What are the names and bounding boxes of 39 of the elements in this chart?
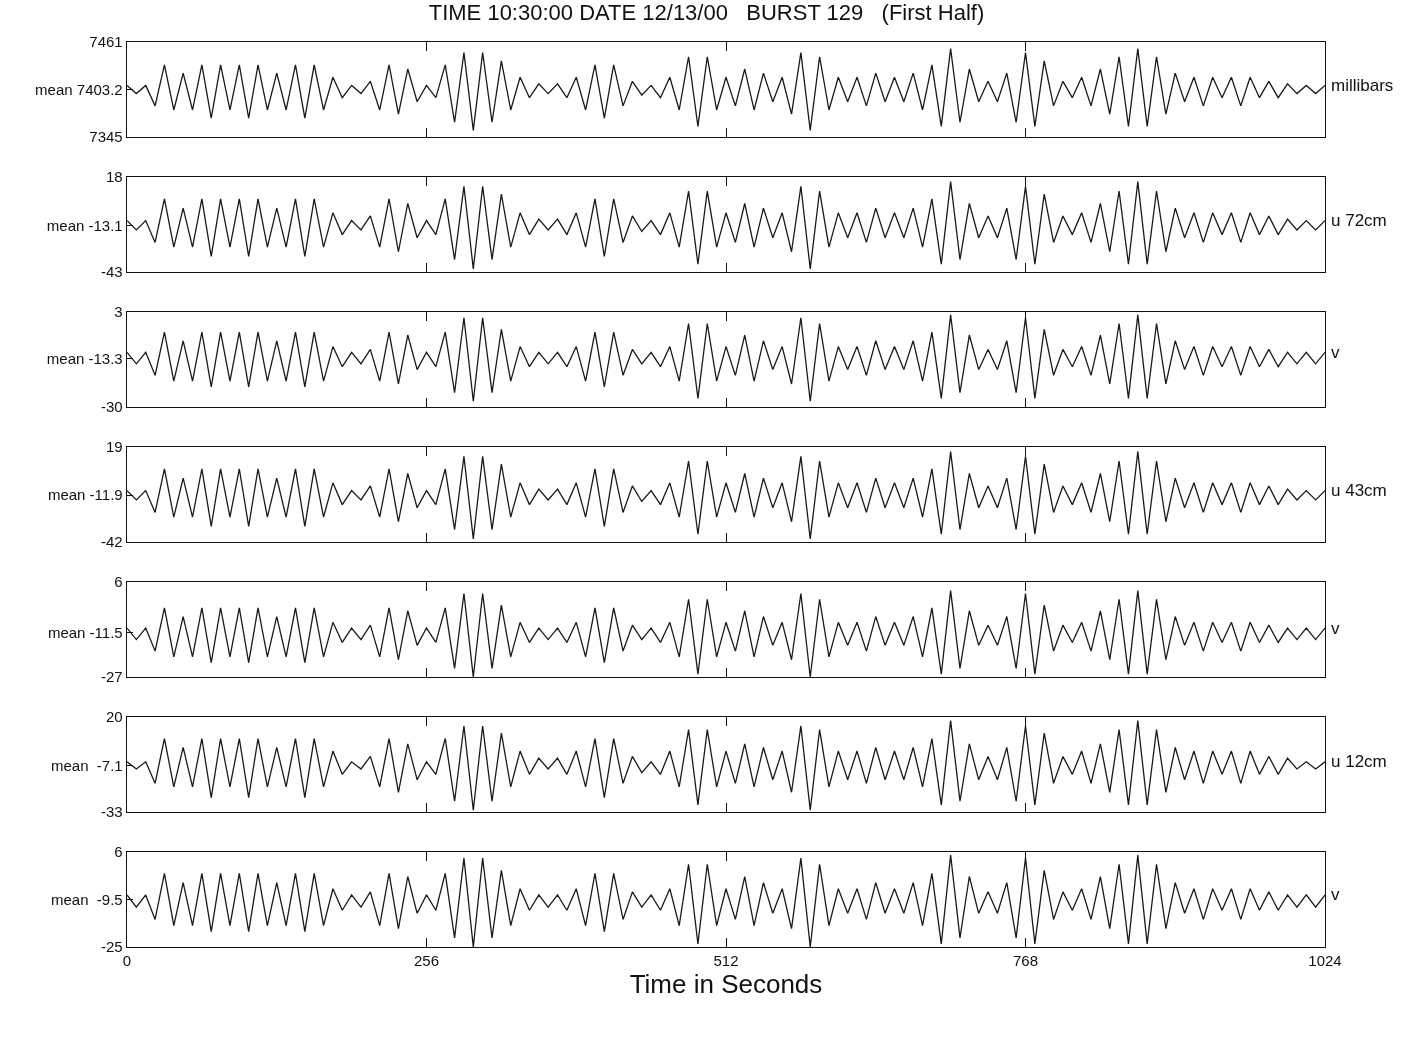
- series-label: u 72cm: [1331, 211, 1387, 230]
- y-tick-label: mean -9.5: [50, 890, 123, 908]
- y-tick-label: 3: [114, 303, 123, 321]
- y-tick-label: mean -7.1: [50, 756, 123, 774]
- y-tick-label: mean 7403.2: [35, 80, 123, 98]
- y-tick-label: 19: [106, 438, 123, 456]
- y-tick-label: 18: [106, 168, 123, 186]
- y-tick-label: mean -13.3: [46, 350, 123, 368]
- y-tick-label: mean -11.9: [47, 486, 123, 504]
- y-tick-label: 6: [114, 843, 123, 861]
- y-tick-label: 7345: [89, 128, 123, 146]
- x-tick-label: 1024: [1308, 952, 1342, 970]
- y-tick-label: -33: [101, 803, 123, 821]
- series-label: millibars: [1331, 76, 1394, 95]
- series-label: v: [1331, 619, 1340, 638]
- y-tick-label: -42: [101, 533, 123, 551]
- y-tick-label: 7461: [89, 33, 123, 51]
- line-series: [127, 719, 1325, 811]
- line-series: [127, 181, 1325, 270]
- x-axis-title: Time in Seconds: [629, 969, 823, 1000]
- x-tick-label: 512: [713, 952, 739, 970]
- line-series: [127, 451, 1325, 540]
- x-tick-label: 256: [413, 952, 440, 970]
- series-label: v: [1331, 885, 1340, 904]
- series-label: v: [1331, 343, 1340, 362]
- series-label: u 43cm: [1331, 481, 1387, 500]
- line-series: [127, 854, 1325, 947]
- x-tick-label: 768: [1012, 952, 1039, 970]
- x-tick-label: 0: [122, 952, 132, 970]
- y-tick-label: mean -11.5: [47, 623, 123, 641]
- y-tick-label: -25: [101, 938, 123, 956]
- y-tick-label: 20: [106, 708, 123, 726]
- y-tick-label: -43: [101, 263, 123, 281]
- y-tick-label: -30: [101, 398, 123, 416]
- y-tick-label: -27: [101, 668, 123, 686]
- chart-title: TIME 10:30:00 DATE 12/13/00 BURST 129 (First Half): [428, 0, 985, 26]
- y-tick-label: mean -13.1: [46, 216, 123, 234]
- y-tick-label: 6: [114, 573, 123, 591]
- series-label: u 12cm: [1331, 752, 1387, 771]
